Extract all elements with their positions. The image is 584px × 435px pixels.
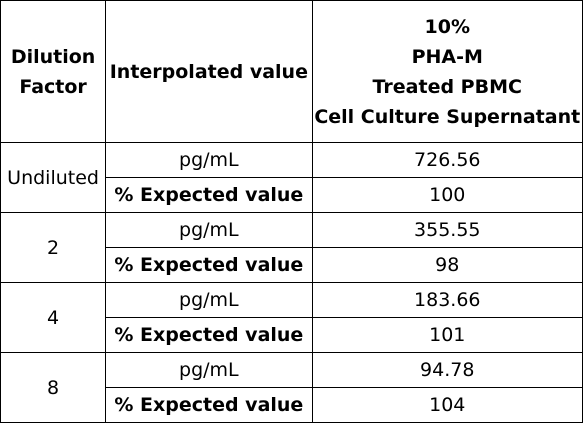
unit-label-cell: pg/mL (105, 352, 313, 388)
dilution-cell: 8 (0, 352, 107, 423)
table-row: % Expected value 98 (1, 247, 584, 283)
table-row: Undiluted pg/mL 726.56 (0, 142, 584, 213)
unit-label-cell: pg/mL (105, 212, 313, 248)
dilution-cell: 4 (0, 282, 107, 353)
table-row: % Expected value 101 (1, 317, 584, 353)
pct-label-cell: % Expected value (105, 317, 313, 353)
pct-label-cell: % Expected value (105, 387, 313, 423)
unit-value-cell: 355.55 (311, 212, 584, 248)
header-dilution-factor: Dilution Factor (0, 0, 107, 143)
dilution-cell: Undiluted (0, 142, 107, 213)
unit-value-cell: 183.66 (311, 282, 584, 318)
pct-label-cell: % Expected value (105, 177, 313, 213)
table-row: % Expected value 104 (1, 387, 584, 423)
pct-value-cell: 101 (311, 317, 584, 353)
pct-value-cell: 104 (311, 387, 584, 423)
dilution-cell: 2 (0, 212, 107, 283)
dilution-linearity-table: Dilution Factor Interpolated value 10% P… (0, 0, 584, 423)
header-sample: 10% PHA-M Treated PBMC Cell Culture Supe… (311, 0, 584, 143)
table-row: 8 pg/mL 94.78 (0, 352, 584, 423)
unit-label-cell: pg/mL (105, 282, 313, 318)
header-row: Dilution Factor Interpolated value 10% P… (0, 0, 584, 143)
pct-label-cell: % Expected value (105, 247, 313, 283)
unit-value-cell: 94.78 (311, 352, 584, 388)
table-row: 2 pg/mL 355.55 (0, 212, 584, 283)
table-row: 4 pg/mL 183.66 (0, 282, 584, 353)
pct-value-cell: 100 (311, 177, 584, 213)
unit-label-cell: pg/mL (105, 142, 313, 178)
pct-value-cell: 98 (311, 247, 584, 283)
unit-value-cell: 726.56 (311, 142, 584, 178)
table-row: % Expected value 100 (1, 177, 584, 213)
header-interpolated-value: Interpolated value (105, 0, 313, 143)
